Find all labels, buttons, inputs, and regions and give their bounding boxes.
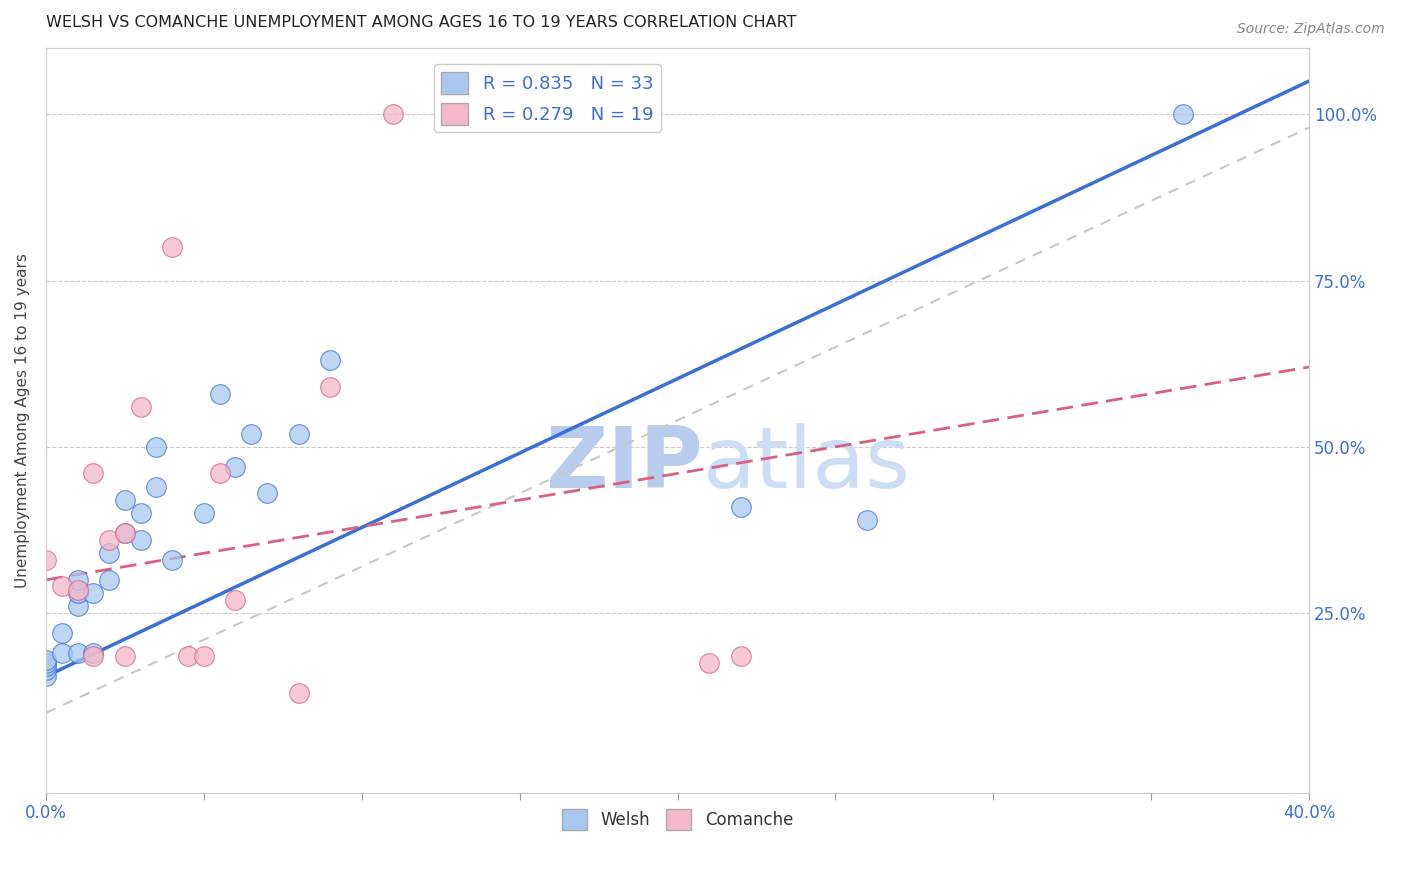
Point [145,440,167,454]
Point [856,513,879,527]
Point [509,107,531,121]
Point [256,486,278,500]
Point [82,586,104,600]
Point [82,649,104,664]
Point [98,533,121,547]
Text: atlas: atlas [703,424,911,507]
Point [697,656,720,670]
Point [162,240,184,254]
Point [114,649,136,664]
Point [1171,107,1194,121]
Point [35,669,58,683]
Point [129,507,152,521]
Legend: Welsh, Comanche: Welsh, Comanche [555,803,800,837]
Point [51,580,73,594]
Point [730,500,752,514]
Point [162,553,184,567]
Point [66,646,89,660]
Point [35,656,58,670]
Point [208,386,231,401]
Point [177,649,200,664]
Point [66,573,89,587]
Point [114,526,136,541]
Point [730,649,752,664]
Point [98,573,121,587]
Point [382,107,405,121]
Point [82,467,104,481]
Point [66,586,89,600]
Y-axis label: Unemployment Among Ages 16 to 19 years: Unemployment Among Ages 16 to 19 years [15,252,30,588]
Point [208,467,231,481]
Point [51,646,73,660]
Point [35,659,58,673]
Point [35,553,58,567]
Point [129,400,152,414]
Point [193,649,215,664]
Point [319,353,342,368]
Point [66,582,89,597]
Point [129,533,152,547]
Point [145,480,167,494]
Point [35,663,58,677]
Point [51,626,73,640]
Point [240,426,263,441]
Point [66,599,89,614]
Point [287,686,309,700]
Point [287,426,309,441]
Text: Source: ZipAtlas.com: Source: ZipAtlas.com [1237,22,1385,37]
Point [82,646,104,660]
Point [114,493,136,508]
Point [98,546,121,560]
Text: WELSH VS COMANCHE UNEMPLOYMENT AMONG AGES 16 TO 19 YEARS CORRELATION CHART: WELSH VS COMANCHE UNEMPLOYMENT AMONG AGE… [46,15,796,30]
Text: ZIP: ZIP [546,424,703,507]
Point [224,459,246,474]
Point [35,653,58,667]
Point [193,507,215,521]
Point [114,526,136,541]
Point [319,380,342,394]
Point [224,592,246,607]
